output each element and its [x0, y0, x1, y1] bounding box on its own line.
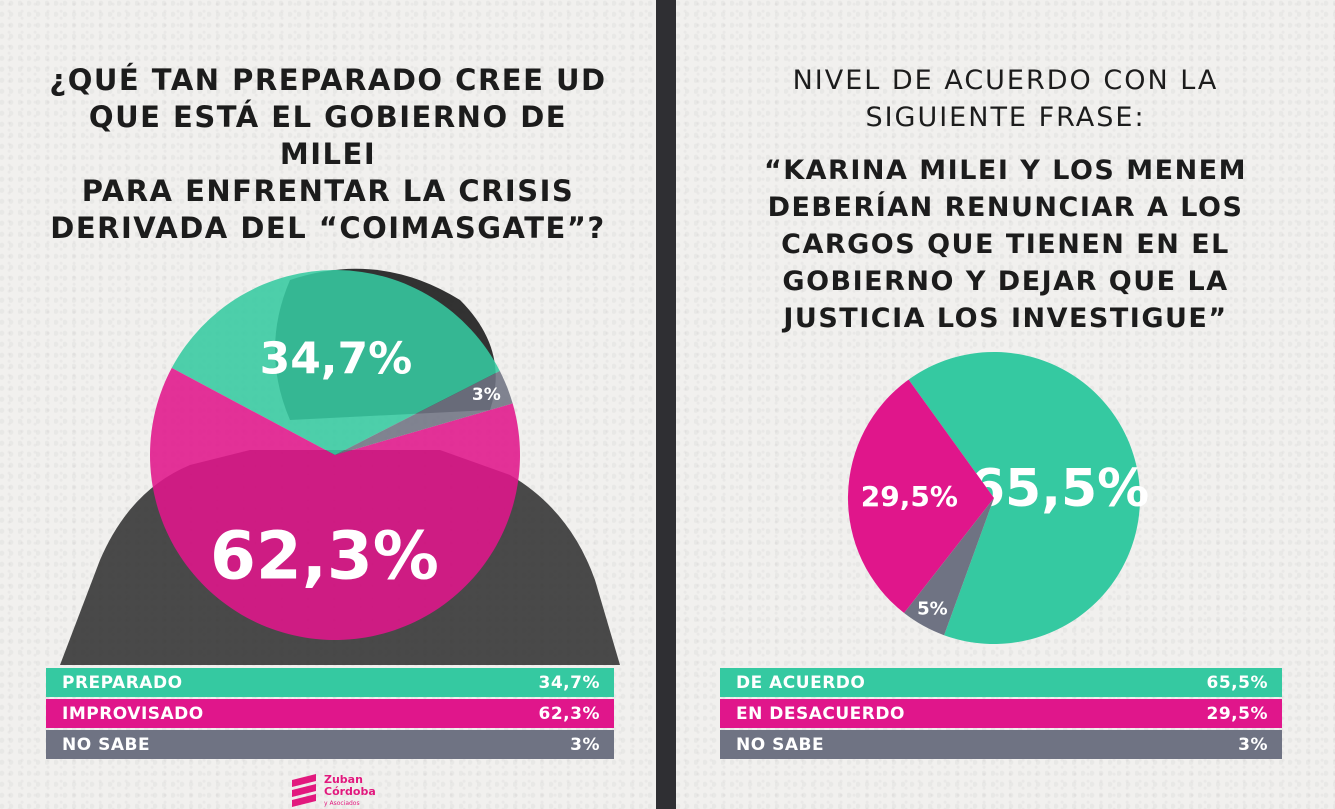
- legend-row-en-desacuerdo: EN DESACUERDO 29,5%: [720, 699, 1282, 728]
- right-pie-chart: 65,5% 29,5% 5%: [848, 352, 1149, 644]
- pie-label-improvisado: 62,3%: [210, 518, 439, 595]
- legend-label: PREPARADO: [62, 672, 183, 693]
- pie-label-no-sabe: 3%: [472, 385, 501, 405]
- legend-value: 29,5%: [1206, 703, 1268, 724]
- logo-line-1: Zuban: [324, 773, 363, 786]
- logo-mark-icon: [292, 774, 316, 807]
- legend-row-preparado: PREPARADO 34,7%: [46, 668, 614, 697]
- pie-label-preparado: 34,7%: [260, 333, 413, 384]
- quote-line: “KARINA MILEI Y LOS MENEM: [763, 155, 1247, 186]
- legend-value: 62,3%: [538, 703, 600, 724]
- pie-slice-de-acuerdo: [908, 352, 1140, 644]
- pie-label-en-desacuerdo: 29,5%: [861, 480, 958, 513]
- left-chart-title: ¿QUÉ TAN PREPARADO CREE UD QUE ESTÁ EL G…: [0, 62, 656, 247]
- left-title-line: QUE ESTÁ EL GOBIERNO DE MILEI: [88, 100, 568, 171]
- left-title-line: PARA ENFRENTAR LA CRISIS: [81, 174, 575, 208]
- quote-line: CARGOS QUE TIENEN EN EL: [781, 229, 1230, 260]
- legend-label: EN DESACUERDO: [736, 703, 905, 724]
- right-legend: DE ACUERDO 65,5% EN DESACUERDO 29,5% NO …: [720, 668, 1282, 761]
- logo-line-3: y Asociados: [324, 800, 360, 807]
- logo-line-2: Córdoba: [324, 785, 376, 798]
- legend-label: NO SABE: [736, 734, 825, 755]
- right-title-line: NIVEL DE ACUERDO CON LA: [792, 65, 1219, 96]
- pie-slice-no-sabe: [904, 498, 994, 636]
- legend-label: DE ACUERDO: [736, 672, 866, 693]
- right-quote: “KARINA MILEI Y LOS MENEM DEBERÍAN RENUN…: [676, 152, 1335, 337]
- left-title-line: ¿QUÉ TAN PREPARADO CREE UD: [49, 63, 607, 97]
- legend-value: 3%: [1238, 734, 1268, 755]
- legend-label: IMPROVISADO: [62, 703, 204, 724]
- legend-row-de-acuerdo: DE ACUERDO 65,5%: [720, 668, 1282, 697]
- legend-value: 65,5%: [1206, 672, 1268, 693]
- pie-slice-en-desacuerdo: [848, 379, 994, 614]
- right-panel: NIVEL DE ACUERDO CON LA SIGUIENTE FRASE:…: [676, 0, 1335, 809]
- pie-label-no-sabe: 5%: [917, 599, 948, 620]
- logo-text: Zuban Córdoba y Asociados: [324, 774, 376, 809]
- left-panel: ¿QUÉ TAN PREPARADO CREE UD QUE ESTÁ EL G…: [0, 0, 656, 809]
- legend-row-no-sabe: NO SABE 3%: [720, 730, 1282, 759]
- left-pie-chart: 34,7% 62,3% 3%: [149, 269, 520, 640]
- legend-value: 34,7%: [538, 672, 600, 693]
- quote-line: GOBIERNO Y DEJAR QUE LA: [782, 266, 1229, 297]
- pie-slice-no-sabe: [335, 371, 513, 455]
- right-chart-title: NIVEL DE ACUERDO CON LA SIGUIENTE FRASE:: [676, 62, 1335, 136]
- pie-label-de-acuerdo: 65,5%: [969, 459, 1149, 519]
- quote-line: JUSTICIA LOS INVESTIGUE”: [783, 303, 1228, 334]
- legend-row-no-sabe: NO SABE 3%: [46, 730, 614, 759]
- legend-value: 3%: [570, 734, 600, 755]
- zuban-cordoba-logo: Zuban Córdoba y Asociados: [286, 772, 386, 809]
- legend-row-improvisado: IMPROVISADO 62,3%: [46, 699, 614, 728]
- left-title-line: DERIVADA DEL “COIMASGATE”?: [50, 211, 606, 245]
- pie-slice-improvisado: [149, 367, 520, 640]
- quote-line: DEBERÍAN RENUNCIAR A LOS: [767, 192, 1244, 223]
- right-title-line: SIGUIENTE FRASE:: [865, 102, 1146, 133]
- left-legend: PREPARADO 34,7% IMPROVISADO 62,3% NO SAB…: [46, 668, 614, 761]
- pie-slice-preparado: [171, 269, 500, 455]
- legend-label: NO SABE: [62, 734, 151, 755]
